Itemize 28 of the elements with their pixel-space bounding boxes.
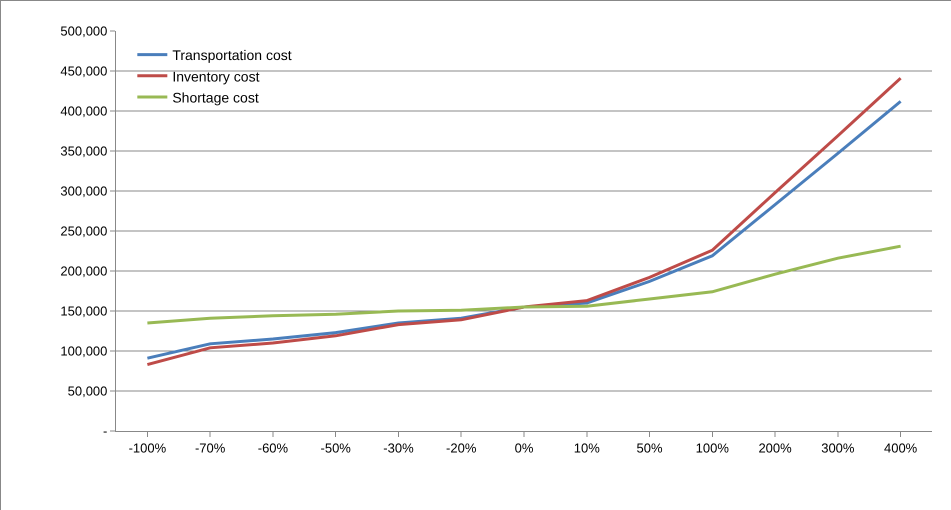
y-tick-label: - [103,424,108,439]
y-tick-label: 350,000 [60,144,108,159]
x-tick-label: 10% [574,440,600,456]
y-tick-label: 500,000 [60,24,108,39]
x-tick-label: 100% [696,440,730,456]
y-tick-label: 150,000 [60,304,108,319]
x-tick-label: 200% [758,440,792,456]
x-tick-label: 50% [636,440,663,456]
y-tick-label: 450,000 [60,64,108,79]
x-tick-label: -50% [320,440,352,456]
legend-label: Shortage cost [172,89,259,106]
y-tick-label: 250,000 [60,224,108,239]
x-tick-label: 300% [821,440,855,456]
x-tick-label: -100% [128,440,167,456]
legend-label: Transportation cost [172,47,292,64]
x-tick-label: -70% [194,440,226,456]
x-tick-label: 0% [514,440,534,456]
x-tick-label: -30% [383,440,414,456]
y-tick-label: 200,000 [60,264,108,279]
y-tick-label: 400,000 [60,104,108,119]
y-tick-label: 100,000 [60,344,108,359]
x-tick-label: -60% [258,440,289,456]
x-tick-label: 400% [884,440,918,456]
y-tick-label: 50,000 [68,384,108,399]
x-tick-label: -20% [446,440,477,456]
line-series [146,244,902,324]
y-tick-label: 300,000 [60,184,108,199]
legend-label: Inventory cost [172,68,260,84]
